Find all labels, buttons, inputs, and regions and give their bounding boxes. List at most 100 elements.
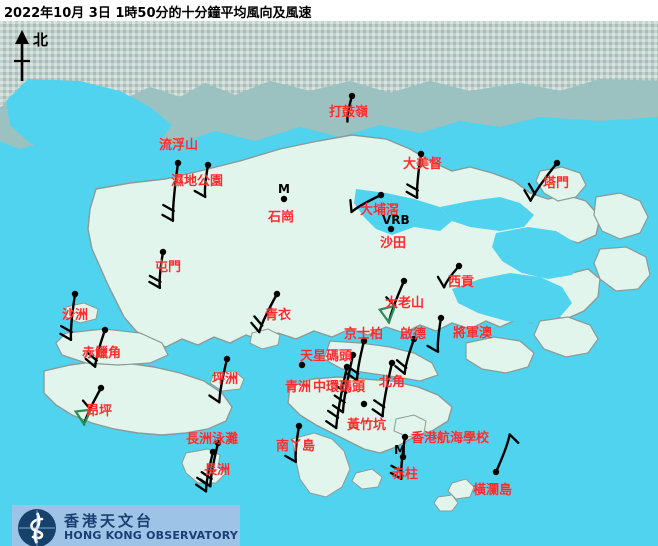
barb-tick-hk-sea-school [389, 471, 403, 480]
barb-tick-chek-lap-kok [84, 357, 97, 368]
calm-wind-label-shek-kong: M [278, 182, 290, 196]
barb-shaft-tap-mun [529, 161, 559, 202]
station-lamma-island [284, 422, 303, 464]
chek-lap-kok-airport [55, 328, 169, 366]
barb-pennant-ngong-ping [73, 408, 93, 427]
station-dot-stanley [399, 453, 407, 461]
barb-shaft-tai-po-kau [350, 193, 383, 214]
barb-tick-central-pier [326, 409, 340, 419]
ne-island-cluster [593, 192, 649, 240]
stanley-peninsula [393, 414, 427, 438]
port-shelter-water [452, 273, 572, 323]
wind-barb-layer [59, 92, 561, 493]
station-sai-kung [436, 262, 463, 289]
north-label: 北 [33, 31, 49, 49]
tsing-yi-island [249, 328, 281, 350]
barb-tick-north-point [373, 399, 386, 409]
compass-rose: 北 [6, 27, 62, 89]
barb-tick-central-pier [325, 420, 338, 430]
tolo-harbour [354, 189, 452, 235]
barb-tick-peng-chau [208, 394, 221, 404]
station-sha-tin [387, 225, 395, 233]
station-label-shek-kong: 石崗 [268, 210, 295, 225]
station-sha-chau [59, 290, 79, 342]
barb-shaft-kings-park [355, 339, 366, 382]
barb-tick-tseung-kwan-o [426, 344, 440, 354]
station-tseung-kwan-o [426, 314, 445, 354]
station-label-star-ferry: 天星碼頭 [300, 349, 353, 364]
station-label-kings-park: 京士柏 [344, 327, 384, 342]
station-dot-green-island [298, 361, 306, 369]
station-label-tates-cairn: 大老山 [385, 296, 425, 311]
station-label-hk-sea-school: 香港航海學校 [411, 431, 490, 446]
barb-tick-lau-fau-shan [162, 203, 175, 213]
station-label-ngong-ping: 昂坪 [86, 404, 113, 419]
station-label-ta-kwu-ling: 打鼓嶺 [329, 105, 369, 120]
barb-tick-tai-mei-tuk [405, 190, 419, 199]
barb-shaft-star-ferry [341, 353, 355, 414]
wind-map: 打鼓嶺 流浮山 濕地公園 石崗 M 大美督 塔門 大埔滘 沙田 VRB 屯門 西貢 沙洲 青衣 大老山 赤鱲角… [0, 21, 658, 546]
tko-headland [465, 336, 535, 374]
station-dot-wong-chuk-hang [360, 400, 368, 408]
barb-shaft-waglan-island [494, 433, 511, 474]
station-tap-mun [523, 159, 561, 202]
station-label-kai-tak: 啟德 [400, 327, 427, 342]
barb-shaft-lamma-island [294, 424, 301, 464]
station-label-north-point: 北角 [379, 375, 406, 390]
hko-name-en: HONG KONG OBSERVATORY [64, 529, 239, 542]
station-wetland-park [193, 161, 212, 199]
station-label-sha-chau: 沙洲 [62, 308, 89, 323]
barb-tick-tuen-mun [148, 274, 162, 283]
barb-shaft-cheung-chau [204, 450, 215, 493]
po-toi-islet [351, 468, 383, 490]
waglan-islet [447, 478, 475, 500]
station-label-cheung-chau-beach: 長洲泳灘 [186, 432, 239, 447]
station-tuen-mun [148, 248, 167, 290]
station-stanley [399, 453, 407, 461]
lamma-island-shape [291, 432, 351, 498]
barb-tick-tates-cairn [385, 296, 397, 307]
barb-tick-cheung-chau [196, 476, 209, 486]
station-central-pier [325, 363, 351, 430]
barb-shaft-chek-lap-kok [93, 328, 107, 368]
station-label-chek-lap-kok: 赤鱲角 [82, 346, 122, 361]
station-label-peng-chau: 坪洲 [212, 372, 239, 387]
station-lau-fau-shan [161, 159, 182, 222]
barb-shaft-ta-kwu-ling [346, 94, 354, 123]
barb-tick-cheung-chau [194, 483, 208, 493]
barb-tick-lamma-island [284, 454, 298, 464]
barb-shaft-peng-chau [218, 357, 229, 404]
sai-kung-inner-water [492, 227, 584, 279]
map-geography [0, 21, 658, 546]
barb-shaft-north-point [381, 361, 394, 418]
barb-tick-kai-tak [394, 364, 406, 375]
barb-tick-tai-mei-tuk [406, 183, 419, 192]
barb-tick-hk-sea-school [390, 464, 404, 473]
station-label-lamma-island: 南丫島 [276, 439, 316, 454]
station-label-tuen-mun: 屯門 [155, 260, 182, 275]
station-north-point [371, 359, 396, 418]
barb-tick-tai-po-kau [349, 198, 353, 214]
station-label-green-island: 青洲 [285, 380, 312, 395]
barb-tick-sha-chau [59, 332, 73, 341]
station-dot-sha-tin [387, 225, 395, 233]
page-title: 2022年10月 3日 1時50分的十分鐘平均風向及風速 [4, 6, 312, 21]
station-label-cheung-chau: 長洲 [204, 463, 231, 478]
barb-tick-sha-chau [60, 324, 73, 334]
mainland-urban-area [0, 21, 658, 107]
station-tai-po-kau [349, 191, 385, 214]
barb-shaft-wetland-park [203, 163, 210, 199]
hko-emblem-icon [18, 509, 56, 546]
clearwater-bay-peninsula [533, 316, 599, 358]
station-cheung-chau [194, 448, 217, 493]
barb-shaft-hk-sea-school [399, 435, 407, 481]
north-arrow-icon [14, 30, 30, 81]
station-dot-shek-kong [280, 195, 288, 203]
station-label-tai-po-kau: 大埔滘 [360, 203, 400, 218]
barb-tick-sai-kung [436, 275, 446, 289]
barb-pennant-tates-cairn [377, 304, 397, 325]
station-label-tap-mun: 塔門 [543, 176, 570, 191]
station-green-island [298, 361, 306, 369]
variable-wind-label-sha-tin: VRB [382, 213, 410, 227]
kowloon-peninsula [323, 340, 439, 382]
